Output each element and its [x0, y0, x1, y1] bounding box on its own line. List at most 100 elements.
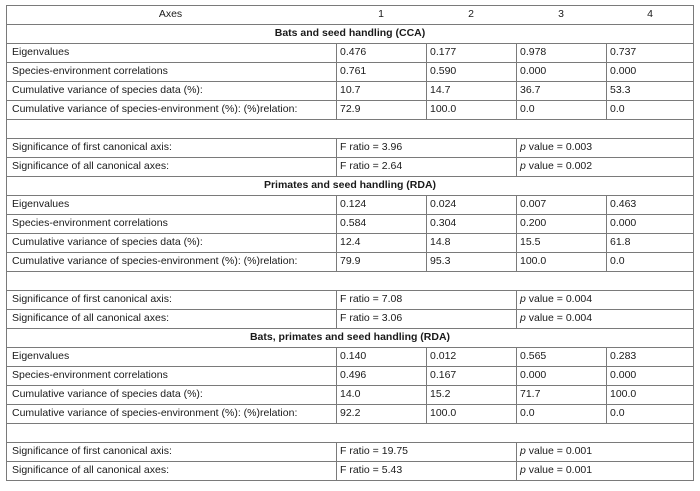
row-label: Eigenvalues — [12, 350, 70, 362]
significance-row: Significance of all canonical axes: F rat… — [6, 157, 694, 176]
p-value: p value = 0.004 — [520, 309, 592, 328]
value-cell: 0.167 — [430, 369, 457, 381]
table-divider — [6, 328, 694, 329]
p-symbol: p — [520, 445, 526, 457]
table-divider — [426, 347, 427, 423]
value-cell: 100.0 — [430, 103, 457, 115]
table-divider — [516, 195, 517, 271]
header-axis-3: 3 — [558, 8, 564, 20]
table-divider — [336, 347, 337, 423]
table-divider — [6, 100, 694, 101]
table-divider — [6, 138, 694, 139]
row-label: Cumulative variance of species data (%): — [12, 84, 203, 96]
table-divider — [6, 366, 694, 367]
value-cell: 0.0 — [610, 103, 625, 115]
table-row: Cumulative variance of species data (%):… — [6, 233, 694, 252]
value-cell: 79.9 — [340, 255, 361, 267]
table-row: Eigenvalues 0.476 0.177 0.978 0.737 — [6, 43, 694, 62]
table-divider — [6, 290, 694, 291]
p-value: p value = 0.001 — [520, 442, 592, 461]
table-row: Eigenvalues 0.140 0.012 0.565 0.283 — [6, 347, 694, 366]
significance-row: Significance of first canonical axis: F r… — [6, 138, 694, 157]
significance-row: Significance of first canonical axis: F r… — [6, 290, 694, 309]
p-value-text: value = 0.001 — [525, 445, 593, 457]
table-divider — [606, 347, 607, 423]
row-label: Cumulative variance of species-environme… — [12, 255, 298, 267]
value-cell: 0.584 — [340, 217, 367, 229]
section-title: Bats, primates and seed handling (RDA) — [249, 331, 451, 343]
table-divider — [6, 442, 694, 443]
section-title-row: Primates and seed handling (RDA) — [6, 176, 694, 195]
table-divider — [606, 43, 607, 119]
value-cell: 0.177 — [430, 46, 457, 58]
row-label: Species-environment correlations — [12, 65, 168, 77]
p-value-text: value = 0.002 — [525, 160, 593, 172]
value-cell: 53.3 — [610, 84, 631, 96]
table-divider — [6, 62, 694, 63]
f-ratio: F ratio = 2.64 — [340, 160, 403, 172]
significance-label: Significance of all canonical axes: — [12, 312, 170, 324]
f-ratio: F ratio = 19.75 — [340, 445, 408, 457]
table-divider — [6, 119, 694, 120]
p-symbol: p — [520, 160, 526, 172]
p-value: p value = 0.002 — [520, 157, 592, 176]
table-row: Cumulative variance of species data (%):… — [6, 385, 694, 404]
value-cell: 0.283 — [610, 350, 637, 362]
p-symbol: p — [520, 141, 526, 153]
f-ratio: F ratio = 5.43 — [340, 464, 403, 476]
table-divider — [6, 5, 694, 6]
value-cell: 0.140 — [340, 350, 367, 362]
p-value: p value = 0.003 — [520, 138, 592, 157]
f-ratio: F ratio = 7.08 — [340, 293, 403, 305]
value-cell: 0.0 — [520, 103, 535, 115]
value-cell: 0.737 — [610, 46, 637, 58]
p-symbol: p — [520, 293, 526, 305]
value-cell: 100.0 — [610, 388, 637, 400]
table-divider — [6, 157, 694, 158]
table-divider — [606, 195, 607, 271]
table-divider — [6, 81, 694, 82]
table-divider — [6, 233, 694, 234]
p-value: p value = 0.004 — [520, 290, 592, 309]
p-value: p value = 0.001 — [520, 461, 592, 480]
table-divider — [6, 214, 694, 215]
significance-label: Significance of first canonical axis: — [12, 445, 172, 457]
value-cell: 0.590 — [430, 65, 457, 77]
table-row: Cumulative variance of species-environme… — [6, 252, 694, 271]
table-row: Species-environment correlations 0.584 0.3… — [6, 214, 694, 233]
value-cell: 92.2 — [340, 407, 361, 419]
table-divider — [426, 43, 427, 119]
p-value-text: value = 0.003 — [525, 141, 593, 153]
table-row: Species-environment correlations 0.496 0.1… — [6, 366, 694, 385]
row-label: Eigenvalues — [12, 46, 70, 58]
table-divider — [6, 404, 694, 405]
table-divider — [516, 442, 517, 480]
table-divider — [6, 347, 694, 348]
table-divider — [6, 461, 694, 462]
header-axis-4: 4 — [647, 8, 653, 20]
value-cell: 12.4 — [340, 236, 361, 248]
significance-label: Significance of first canonical axis: — [12, 293, 172, 305]
table-divider — [516, 138, 517, 176]
value-cell: 0.0 — [610, 407, 625, 419]
value-cell: 0.007 — [520, 198, 547, 210]
header-axis-2: 2 — [468, 8, 474, 20]
value-cell: 0.496 — [340, 369, 367, 381]
f-ratio: F ratio = 3.96 — [340, 141, 403, 153]
value-cell: 0.000 — [610, 65, 637, 77]
table-row: Eigenvalues 0.124 0.024 0.007 0.463 — [6, 195, 694, 214]
significance-row: Significance of all canonical axes: F rat… — [6, 309, 694, 328]
table-divider — [516, 43, 517, 119]
p-symbol: p — [520, 312, 526, 324]
value-cell: 14.8 — [430, 236, 451, 248]
row-label: Cumulative variance of species data (%): — [12, 388, 203, 400]
significance-row: Significance of first canonical axis: F r… — [6, 442, 694, 461]
value-cell: 10.7 — [340, 84, 361, 96]
table-divider — [6, 176, 694, 177]
table-divider — [336, 138, 337, 176]
section-title-row: Bats and seed handling (CCA) — [6, 24, 694, 43]
value-cell: 0.761 — [340, 65, 367, 77]
value-cell: 0.0 — [520, 407, 535, 419]
p-value-text: value = 0.001 — [525, 464, 593, 476]
table-divider — [336, 43, 337, 119]
